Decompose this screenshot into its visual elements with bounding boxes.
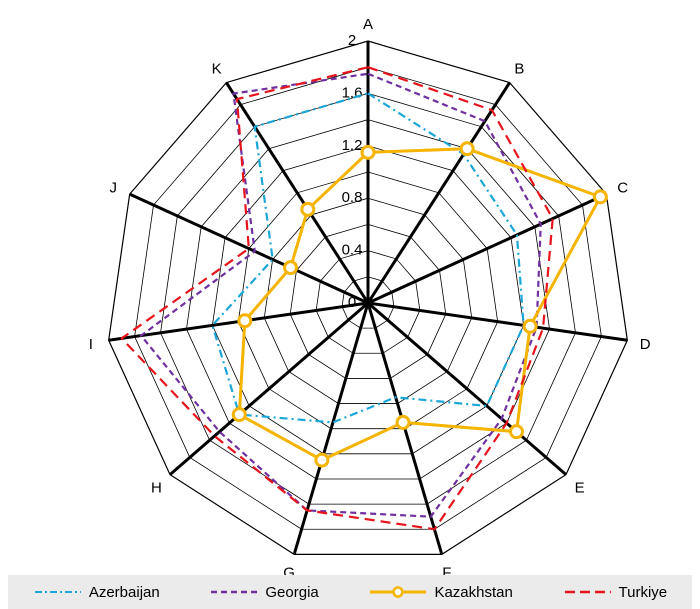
axis-label-G: G bbox=[283, 565, 295, 575]
grid-ring bbox=[108, 40, 628, 555]
legend-label-kazakhstan: Kazakhstan bbox=[434, 583, 513, 601]
legend: Azerbaijan Georgia Kazakhstan Turkiye bbox=[8, 575, 692, 609]
grid-ring bbox=[160, 92, 576, 505]
point-kazakhstan-A bbox=[360, 144, 376, 160]
legend-item-kazakhstan: Kazakhstan bbox=[368, 583, 513, 601]
axis-label-I: I bbox=[89, 336, 93, 353]
point-kazakhstan-C bbox=[592, 189, 608, 205]
tick-label: 1.2 bbox=[342, 137, 363, 154]
legend-item-turkiye: Turkiye bbox=[563, 583, 668, 601]
tick-label: 0.4 bbox=[342, 242, 363, 259]
point-kazakhstan-H bbox=[231, 407, 247, 423]
spoke-H bbox=[169, 301, 369, 476]
axis-label-K: K bbox=[212, 60, 222, 77]
legend-label-georgia: Georgia bbox=[265, 583, 319, 601]
point-kazakhstan-F bbox=[395, 414, 411, 430]
axis-label-E: E bbox=[575, 479, 585, 496]
legend-swatch-azerbaijan bbox=[34, 591, 81, 593]
tick-label: 0.8 bbox=[342, 189, 363, 206]
legend-swatch-georgia bbox=[211, 590, 258, 594]
axis-label-J: J bbox=[110, 180, 118, 197]
radar-svg: 0 0.4 0.8 1.2 1.6 2A B C D E F G H I J K bbox=[89, 16, 651, 582]
grid-ring bbox=[263, 197, 473, 404]
spoke-B bbox=[366, 81, 511, 304]
point-kazakhstan-D bbox=[522, 318, 538, 334]
grid-ring bbox=[186, 119, 550, 480]
axis-label-A: A bbox=[363, 16, 373, 33]
series-line-kazakhstan bbox=[237, 147, 602, 462]
axis-label-C: C bbox=[617, 180, 628, 197]
series-line-turkiye bbox=[120, 66, 554, 531]
axis-label-F: F bbox=[442, 565, 451, 575]
grid-ring bbox=[211, 145, 525, 455]
point-kazakhstan-J bbox=[283, 260, 299, 276]
point-kazakhstan-B bbox=[459, 141, 475, 157]
legend-item-azerbaijan: Azerbaijan bbox=[33, 584, 160, 601]
grid-ring bbox=[315, 250, 421, 354]
grid-ring bbox=[134, 66, 602, 530]
axis-label-H: H bbox=[151, 479, 162, 496]
axis-label-B: B bbox=[514, 60, 524, 77]
legend-swatch-kazakhstan bbox=[370, 586, 427, 598]
spoke-E bbox=[367, 301, 567, 476]
tick-label: 1.6 bbox=[342, 84, 363, 101]
point-kazakhstan-G bbox=[314, 452, 330, 468]
spoke-K bbox=[225, 81, 370, 304]
series-line-georgia bbox=[139, 72, 542, 518]
spoke-G bbox=[292, 302, 370, 555]
point-kazakhstan-E bbox=[509, 424, 525, 440]
spoke-C bbox=[367, 192, 607, 305]
spoke-D bbox=[367, 301, 628, 342]
radar-chart: 0 0.4 0.8 1.2 1.6 2 A B C D E F G H I J K bbox=[89, 16, 651, 582]
grid-ring bbox=[289, 223, 447, 379]
point-kazakhstan-I bbox=[237, 313, 253, 329]
legend-swatch-turkiye bbox=[564, 590, 611, 594]
axis-label-D: D bbox=[640, 336, 651, 353]
legend-label-turkiye: Turkiye bbox=[618, 583, 668, 601]
spoke-J bbox=[129, 192, 369, 305]
legend-item-georgia: Georgia bbox=[209, 583, 319, 601]
legend-label-azerbaijan: Azerbaijan bbox=[88, 583, 160, 601]
grid-ring bbox=[237, 171, 499, 430]
grid-ring bbox=[341, 276, 395, 329]
tick-label: 0 bbox=[348, 294, 356, 311]
series-line-azerbaijan bbox=[211, 92, 525, 424]
point-kazakhstan-K bbox=[300, 201, 316, 217]
tick-label: 2 bbox=[348, 32, 356, 49]
